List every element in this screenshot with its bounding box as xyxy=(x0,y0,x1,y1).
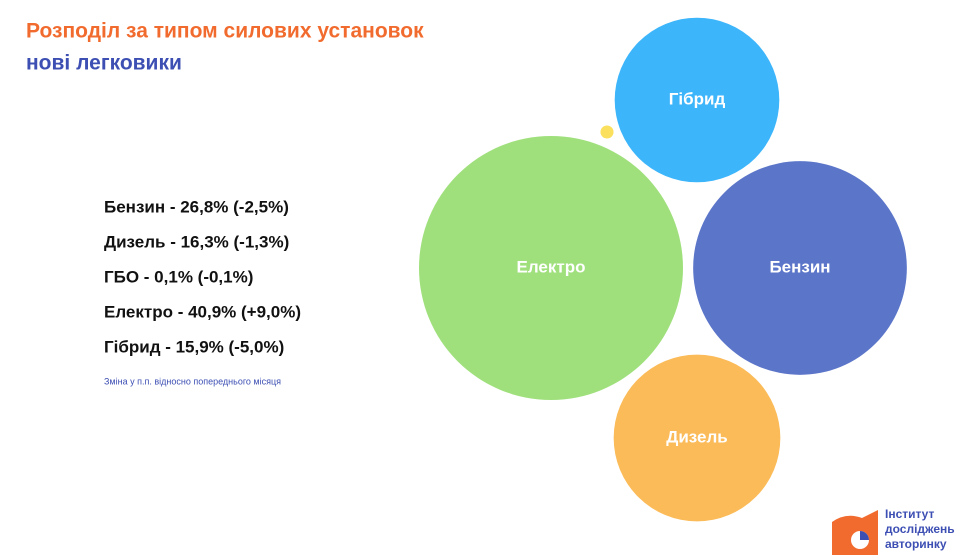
logo-text: Інститут xyxy=(885,507,935,521)
bubble xyxy=(614,17,780,183)
title: Розподіл за типом силових установок xyxy=(26,20,424,43)
summary-line: Електро - 40,9% (+9,0%) xyxy=(104,302,301,321)
note: Зміна у п.п. відносно попереднього місяц… xyxy=(104,376,281,386)
bubble-label: Дизель xyxy=(666,427,728,446)
summary-line: ГБО - 0,1% (-0,1%) xyxy=(104,267,253,286)
logo: Інститут досліджень авторинку xyxy=(832,507,955,555)
subtitle: нові легковики xyxy=(26,52,182,75)
bubble xyxy=(600,125,614,139)
bubble-label: Електро xyxy=(517,257,586,276)
logo-text: досліджень xyxy=(885,522,955,536)
logo-text: авторинку xyxy=(885,537,947,551)
bubble xyxy=(693,161,907,375)
summary-line: Бензин - 26,8% (-2,5%) xyxy=(104,197,289,216)
summary-line: Гібрид - 15,9% (-5,0%) xyxy=(104,337,284,356)
summary-line: Дизель - 16,3% (-1,3%) xyxy=(104,232,289,251)
bubble-label: Бензин xyxy=(769,257,830,276)
bubble xyxy=(613,354,781,522)
bubble-label: Гібрид xyxy=(669,89,726,108)
bubble xyxy=(419,136,683,400)
logo-icon-slice xyxy=(860,531,869,540)
